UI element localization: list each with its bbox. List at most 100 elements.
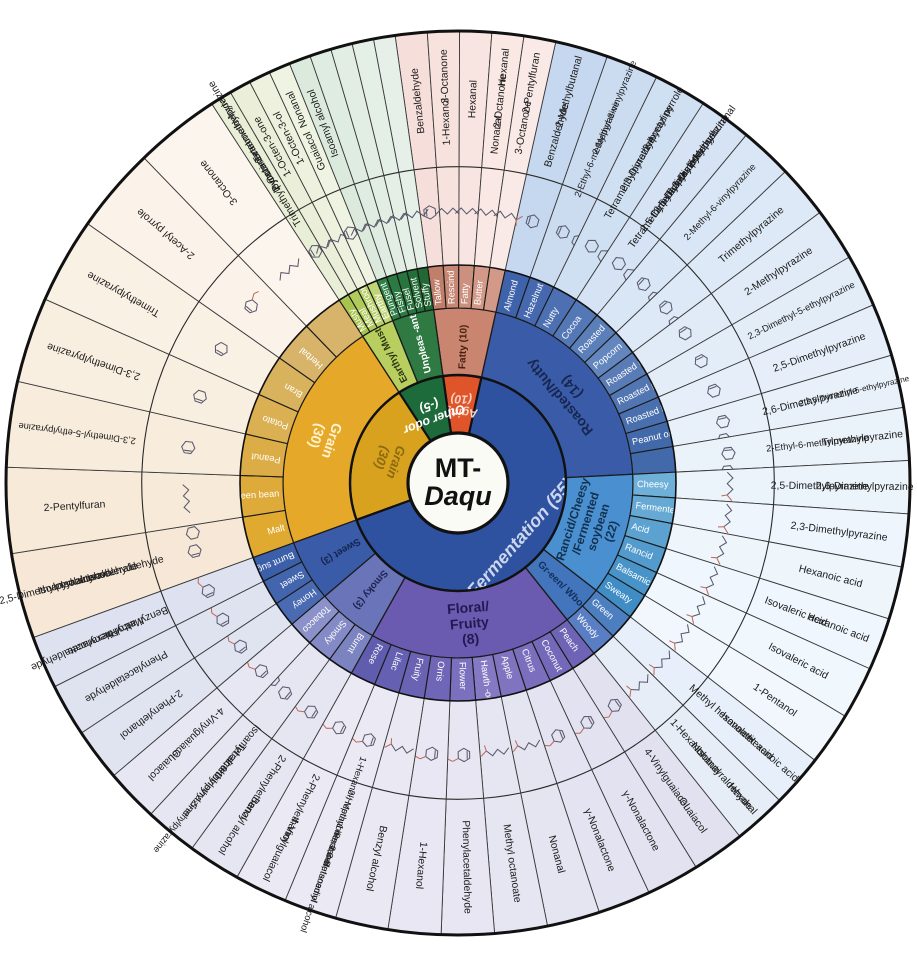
molecule-band-divider [145,532,162,592]
molecule-bond [390,738,393,745]
molecule-bond [694,353,708,369]
molecule-bond [352,738,357,743]
level3-label-butter: Butter [472,280,485,306]
molecule-bond [603,716,610,719]
compound-label: Hexanal [467,80,479,119]
molecule-bond [260,670,267,677]
molecule-bond [611,257,627,271]
molecule-bond [512,745,519,753]
molecule-bond [310,249,316,257]
molecule-bond [709,385,717,390]
molecule-bond [220,620,228,625]
molecule-bond [674,624,690,644]
molecule-band-divider [398,169,415,173]
level3-label-acid: Acid [631,521,651,535]
molecule-structure-icon [279,258,300,281]
molecule-bond [480,750,487,757]
level3-label-rescind: Rescind [446,270,457,304]
molecule-bond [361,733,377,747]
molecule-band-divider [149,354,170,412]
molecule-bond [517,739,541,751]
molecule-structure-icon [480,745,510,757]
molecule-bond [400,208,429,220]
molecule-bond [555,225,571,239]
molecule-bond [638,278,645,286]
molecule-band-divider [141,411,151,472]
compound-label: Phenylacetaldehyde [460,820,473,914]
molecule-bond [425,208,428,217]
compound-label: 1-Hexanol [413,841,429,889]
level3-label-tallow: Tallow [431,279,444,306]
molecule-bond [195,398,203,402]
compound-label: 2-Pentylfuran [43,499,106,514]
molecule-bond [654,650,671,669]
molecule-bond [474,208,498,217]
molecule-bond [457,747,471,763]
molecule-bond [483,745,487,752]
molecule-bond [716,557,721,565]
molecule-bond [210,607,213,614]
molecule-structure-icon [214,341,228,357]
molecule-bond [322,723,327,729]
molecule-structure-icon [694,353,708,369]
molecule-bond [515,215,523,221]
molecule-structure-icon [400,208,429,220]
molecule-bond [718,417,727,420]
molecule-bond [316,239,337,254]
molecule-bond [295,706,299,712]
molecule-bond [544,744,550,747]
molecule-bond [705,587,710,596]
molecule-bond [370,737,374,745]
molecule-structure-icon [447,747,471,763]
molecule-bond [707,383,721,398]
molecule-bond [311,710,317,718]
molecule-bond [205,591,214,596]
molecule-bond [721,446,736,460]
molecule-structure-icon [493,210,523,226]
level1-label-aging: Aging(10) [443,391,480,420]
molecule-bond [659,300,673,315]
molecule-bond [691,596,706,617]
level2-label-grain: Grain(30) [304,416,346,461]
molecule-bond [587,717,593,725]
molecule-bond [660,302,668,308]
molecule-bond [423,205,437,220]
wheel-ring1-boundary [348,373,568,593]
molecule-bond [559,731,564,739]
molecule-structure-icon [544,729,566,747]
molecule-bond [253,291,259,295]
molecule-bond [679,328,687,334]
molecule-structure-icon [710,535,728,565]
molecule-bond [327,233,349,248]
molecule-bond [214,341,228,357]
molecule-bond [197,582,204,588]
compound-label: 1-Hexanol [440,98,453,146]
molecule-bond [557,227,562,235]
molecule-structure-icon [384,738,414,754]
molecule-bond [332,721,347,735]
molecule-bond [527,216,531,225]
molecule-bond [721,494,728,497]
center-hub[interactable] [406,431,510,535]
molecule-bond [452,757,459,762]
molecule-structure-icon [352,733,377,747]
molecule-bond [239,646,246,652]
level2-label-fatty: Fatty (10) [457,324,470,369]
molecule-bond [716,535,728,559]
molecule-bond [434,750,436,758]
molecule-bond [187,544,202,559]
molecule-bond [715,414,731,429]
molecule-structure-icon [603,698,622,719]
molecule-bond [345,230,350,239]
molecule-bond [723,503,733,528]
molecule-bond [653,667,655,676]
molecule-structure-icon [648,650,671,676]
molecule-bond [515,219,517,226]
molecule-bond [248,666,256,670]
level2-label-floral-fruity: Floral/Fruity(8) [446,597,492,648]
molecule-structure-icon [718,503,733,534]
molecule-bond [211,612,218,617]
molecule-bond [216,349,224,355]
